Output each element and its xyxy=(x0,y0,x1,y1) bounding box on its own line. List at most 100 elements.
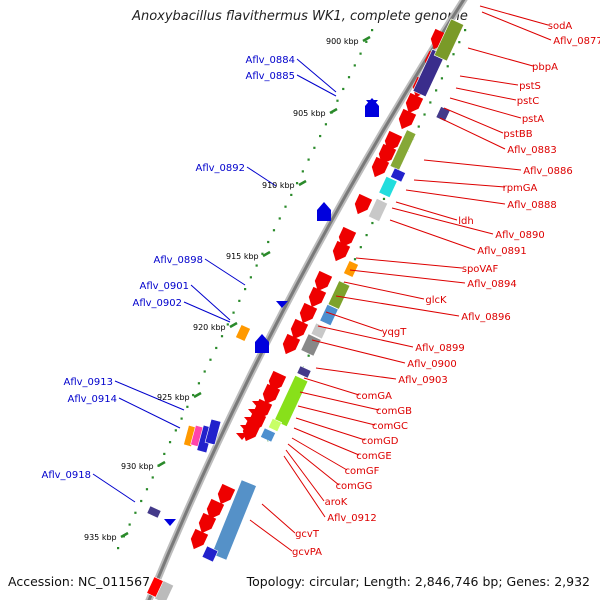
tick-dot xyxy=(209,358,212,361)
kbp-mark-label: 930 kbp xyxy=(121,462,154,471)
gene-arrow xyxy=(206,498,225,520)
right-gene-label: comGF xyxy=(345,466,380,477)
right-gene-label: Aflv_0899 xyxy=(415,343,465,354)
gene-arrow xyxy=(405,92,424,114)
leader-line xyxy=(285,449,325,502)
tick-dot xyxy=(429,101,432,104)
leader-line xyxy=(405,189,506,205)
right-gene-label: Aflv_0900 xyxy=(407,359,457,370)
right-gene-label: sodA xyxy=(548,21,573,32)
right-gene-label: pstA xyxy=(522,114,544,125)
tick-dot xyxy=(267,240,270,244)
leader-line xyxy=(315,367,397,380)
leader-line xyxy=(303,377,360,396)
tick-dot xyxy=(186,405,189,408)
tick-dot xyxy=(272,229,276,232)
gene-arrow xyxy=(240,425,252,432)
leader-line xyxy=(183,301,231,323)
accession-label: Accession: NC_011567 xyxy=(8,574,151,589)
gene-feature xyxy=(390,167,406,183)
tick-dot xyxy=(255,264,258,267)
right-gene-label: Aflv_0903 xyxy=(398,375,448,386)
leader-line xyxy=(355,257,463,269)
right-gene-label: Aflv_0912 xyxy=(327,513,377,524)
left-gene-label: Aflv_0918 xyxy=(41,470,91,481)
right-gene-labels: sodA Aflv_0877 pbpA pstS pstC pstA pstBB Aflv_0… xyxy=(292,21,600,558)
leader-line xyxy=(325,311,383,332)
tick-dot xyxy=(261,252,264,255)
tick-dot xyxy=(244,288,247,291)
leader-line xyxy=(459,75,519,86)
leader-line xyxy=(349,269,466,284)
right-gene-label: spoVAF xyxy=(462,264,499,275)
tick-dot xyxy=(174,429,177,432)
leader-lines xyxy=(92,5,552,552)
gene-arrow xyxy=(198,512,217,534)
kbp-tick xyxy=(362,35,371,43)
leader-line xyxy=(295,417,366,441)
kbp-tick xyxy=(157,460,166,468)
tick-dot xyxy=(423,113,426,116)
left-gene-labels: Aflv_0884 Aflv_0885 Aflv_0892 Aflv_0898 Aflv… xyxy=(41,55,295,481)
tick-dot xyxy=(336,99,339,102)
gene-arrow xyxy=(332,240,351,262)
tick-dot xyxy=(151,476,154,479)
gene-feature xyxy=(327,280,351,310)
gene-arrow xyxy=(354,193,373,215)
tick-dot xyxy=(464,29,467,32)
tick-dot xyxy=(168,441,172,444)
tick-dot xyxy=(134,511,137,514)
gene-feature xyxy=(235,324,251,342)
gene-feature xyxy=(319,303,339,327)
tick-dot xyxy=(145,488,149,491)
leader-line xyxy=(443,107,504,134)
gene-feature xyxy=(204,418,222,446)
tick-dot xyxy=(359,246,362,249)
gene-feature xyxy=(343,260,359,278)
gene-arrow xyxy=(164,519,176,526)
gene-arrow xyxy=(366,100,378,107)
leader-line xyxy=(297,405,376,426)
tick-dot xyxy=(197,382,201,385)
kbp-mark-label: 900 kbp xyxy=(326,37,359,46)
right-gene-label: gcvT xyxy=(295,529,320,540)
tick-dot xyxy=(301,170,304,173)
feature-tracks xyxy=(146,18,465,600)
leader-line xyxy=(423,159,522,171)
leader-line xyxy=(455,87,517,101)
gene-feature xyxy=(267,417,283,433)
tick-dot xyxy=(382,197,386,201)
right-gene-label: Aflv_0886 xyxy=(523,166,573,177)
kbp-marks: 900 kbp 905 kbp 910 kbp 915 kbp 920 kbp 925 k… xyxy=(84,35,371,542)
tick-dot xyxy=(458,41,461,44)
leader-line xyxy=(287,443,340,486)
leader-line xyxy=(249,519,293,552)
right-gene-label: rpmGA xyxy=(503,183,538,194)
kbp-mark-label: 915 kbp xyxy=(226,252,259,261)
right-gene-label: yqgT xyxy=(382,327,408,338)
tick-dot xyxy=(226,323,229,326)
right-gene-label: aroK xyxy=(325,497,348,508)
kbp-tick xyxy=(298,179,307,187)
right-gene-label: comGG xyxy=(336,481,373,492)
tick-dot xyxy=(359,52,362,55)
gene-arrow xyxy=(217,483,236,505)
tick-dot xyxy=(290,193,293,197)
tick-dot xyxy=(249,276,252,279)
tick-dot xyxy=(446,65,449,68)
gene-arrow xyxy=(308,286,327,308)
leader-line xyxy=(283,455,326,518)
gene-feature xyxy=(300,333,322,357)
gene-feature xyxy=(146,576,164,598)
leader-line xyxy=(439,117,506,150)
gene-arrow xyxy=(255,334,269,353)
gene-arrow xyxy=(262,383,281,405)
tick-dot xyxy=(353,64,356,67)
right-gene-label: pbpA xyxy=(532,62,558,73)
leader-line xyxy=(114,380,185,411)
tick-dot xyxy=(220,335,224,338)
gene-feature xyxy=(296,365,312,379)
gene-feature xyxy=(260,427,276,443)
kbp-tick xyxy=(229,321,238,329)
